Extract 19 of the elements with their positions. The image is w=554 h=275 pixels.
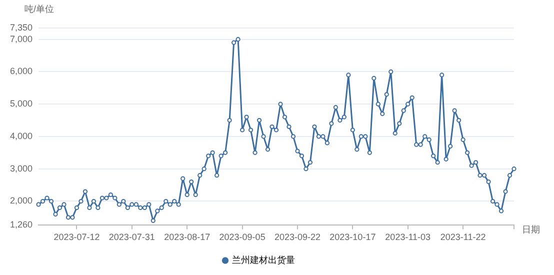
x-tick-label: 2023-07-31 <box>108 232 155 242</box>
x-tick-label: 2023-09-22 <box>274 232 321 242</box>
x-axis-title: 日期 <box>522 224 540 235</box>
x-tick-label: 2023-08-17 <box>164 232 210 242</box>
y-tick-label: 3,000 <box>10 163 33 174</box>
y-tick-label: 5,000 <box>10 98 33 109</box>
x-tick-label: 2023-10-17 <box>330 232 376 242</box>
legend-label: 兰州建材出货量 <box>232 254 295 265</box>
y-tick-label: 7,350 <box>10 22 33 32</box>
y-tick-label: 6,000 <box>10 66 33 76</box>
x-tick-label: 2023-11-22 <box>440 232 486 242</box>
y-tick-label: 1,260 <box>10 220 33 230</box>
y-tick-label: 2,000 <box>10 196 33 206</box>
x-tick-label: 2023-11-03 <box>385 232 431 242</box>
y-tick-label: 4,000 <box>10 130 33 141</box>
x-tick-label: 2023-09-05 <box>219 232 266 242</box>
y-tick-label: 7,000 <box>10 34 33 44</box>
y-axis-title: 吨/单位 <box>24 4 54 14</box>
x-tick-label: 2023-07-12 <box>54 232 100 242</box>
